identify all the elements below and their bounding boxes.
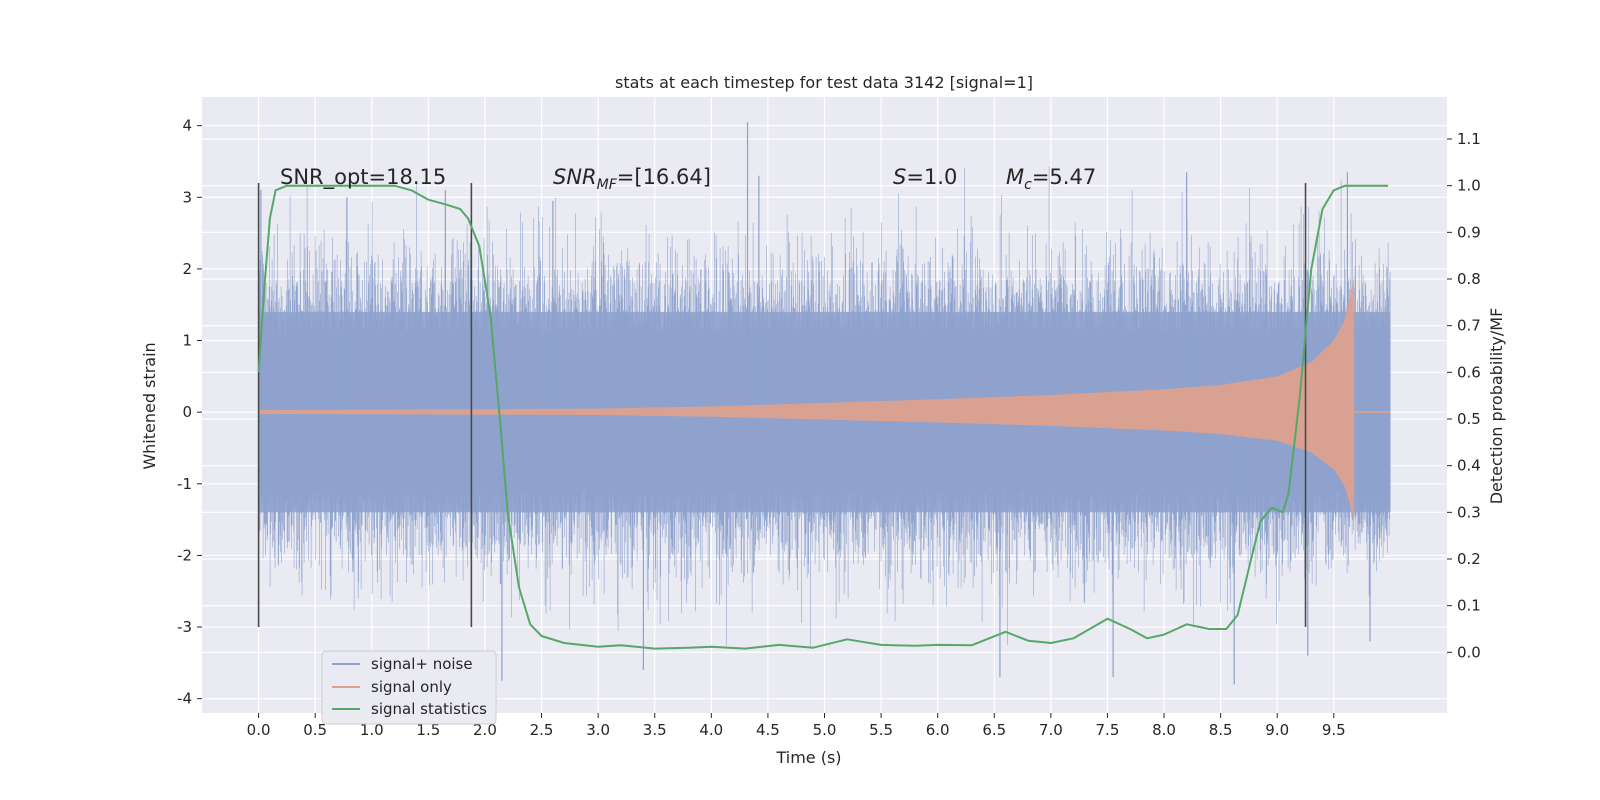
x-tick-label: 4.5	[756, 721, 780, 739]
annotations: SNR_opt=18.15 SNRMF=[16.64] S=1.0 Mc=5.4…	[280, 165, 1096, 193]
y2-axis-ticks: 0.0 0.1 0.2 0.3 0.4 0.5 0.6 0.7 0.8 0.9 1.0 1.1	[1447, 130, 1481, 661]
x-tick-label: 2.0	[473, 721, 497, 739]
chart-title: stats at each timestep for test data 314…	[615, 73, 1033, 92]
y-tick-label: 1	[182, 332, 192, 350]
x-tick-label: 9.0	[1265, 721, 1289, 739]
x-tick-label: 8.0	[1152, 721, 1176, 739]
x-axis-ticks: 0.0 0.5 1.0 1.5 2.0 2.5 3.0 3.5 4.0 4.5 5.0 5.5 6.0 6…	[247, 713, 1346, 739]
y2-tick-label: 1.0	[1457, 177, 1481, 195]
y2-tick-label: 0.1	[1457, 597, 1481, 615]
y-tick-label: 4	[182, 117, 192, 135]
x-tick-label: 0.0	[247, 721, 271, 739]
y-tick-label: 2	[182, 260, 192, 278]
y-axis-ticks: -4 -3 -2 -1 0 1 2 3 4	[177, 117, 202, 708]
x-tick-label: 8.5	[1209, 721, 1233, 739]
x-tick-label: 5.5	[869, 721, 893, 739]
y2-tick-label: 0.5	[1457, 410, 1481, 428]
y2-tick-label: 0.9	[1457, 223, 1481, 241]
y-tick-label: -4	[177, 690, 192, 708]
y-tick-label: -1	[177, 475, 192, 493]
y-tick-label: -3	[177, 618, 192, 636]
x-tick-label: 5.0	[813, 721, 837, 739]
x-tick-label: 2.5	[530, 721, 554, 739]
x-tick-label: 6.0	[926, 721, 950, 739]
x-tick-label: 1.5	[416, 721, 440, 739]
annotation-mc: Mc=5.47	[1006, 165, 1096, 193]
y2-tick-label: 0.4	[1457, 457, 1481, 475]
y2-tick-label: 0.0	[1457, 643, 1481, 661]
x-tick-label: 3.0	[586, 721, 610, 739]
y2-tick-label: 1.1	[1457, 130, 1481, 148]
y2-tick-label: 0.8	[1457, 270, 1481, 288]
annotation-snr-mf: SNRMF=[16.64]	[553, 165, 711, 193]
y2-tick-label: 0.6	[1457, 363, 1481, 381]
x-axis-label: Time (s)	[775, 748, 841, 767]
x-tick-label: 4.0	[699, 721, 723, 739]
legend-label-signal-statistics: signal statistics	[371, 700, 487, 718]
vertical-markers	[257, 182, 1307, 628]
x-tick-label: 3.5	[643, 721, 667, 739]
chirp-envelope	[258, 276, 1355, 521]
x-tick-label: 6.5	[982, 721, 1006, 739]
legend-label-signal-only: signal only	[371, 678, 452, 696]
annotation-s: S=1.0	[893, 165, 957, 189]
y2-tick-label: 0.7	[1457, 317, 1481, 335]
legend-box	[321, 650, 497, 725]
x-tick-label: 0.5	[303, 721, 327, 739]
y2-tick-label: 0.3	[1457, 503, 1481, 521]
series-signal-only	[258, 276, 1391, 521]
x-tick-label: 9.5	[1322, 721, 1346, 739]
stat-line	[257, 184, 1389, 650]
y2-tick-label: 0.2	[1457, 550, 1481, 568]
legend: signal+ noise signal only signal statist…	[321, 650, 497, 725]
y2-axis-label: Detection probability/MF	[1487, 308, 1506, 505]
annotation-snr-opt: SNR_opt=18.15	[280, 165, 446, 190]
x-tick-label: 1.0	[360, 721, 384, 739]
y-axis-label: Whitened strain	[140, 342, 159, 469]
y-tick-label: 3	[182, 188, 192, 206]
y-tick-label: -2	[177, 546, 192, 564]
series-signal-statistics	[257, 184, 1389, 650]
x-tick-label: 7.5	[1096, 721, 1120, 739]
y-tick-label: 0	[182, 403, 192, 421]
x-tick-label: 7.0	[1039, 721, 1063, 739]
legend-label-signal-plus-noise: signal+ noise	[371, 655, 473, 673]
